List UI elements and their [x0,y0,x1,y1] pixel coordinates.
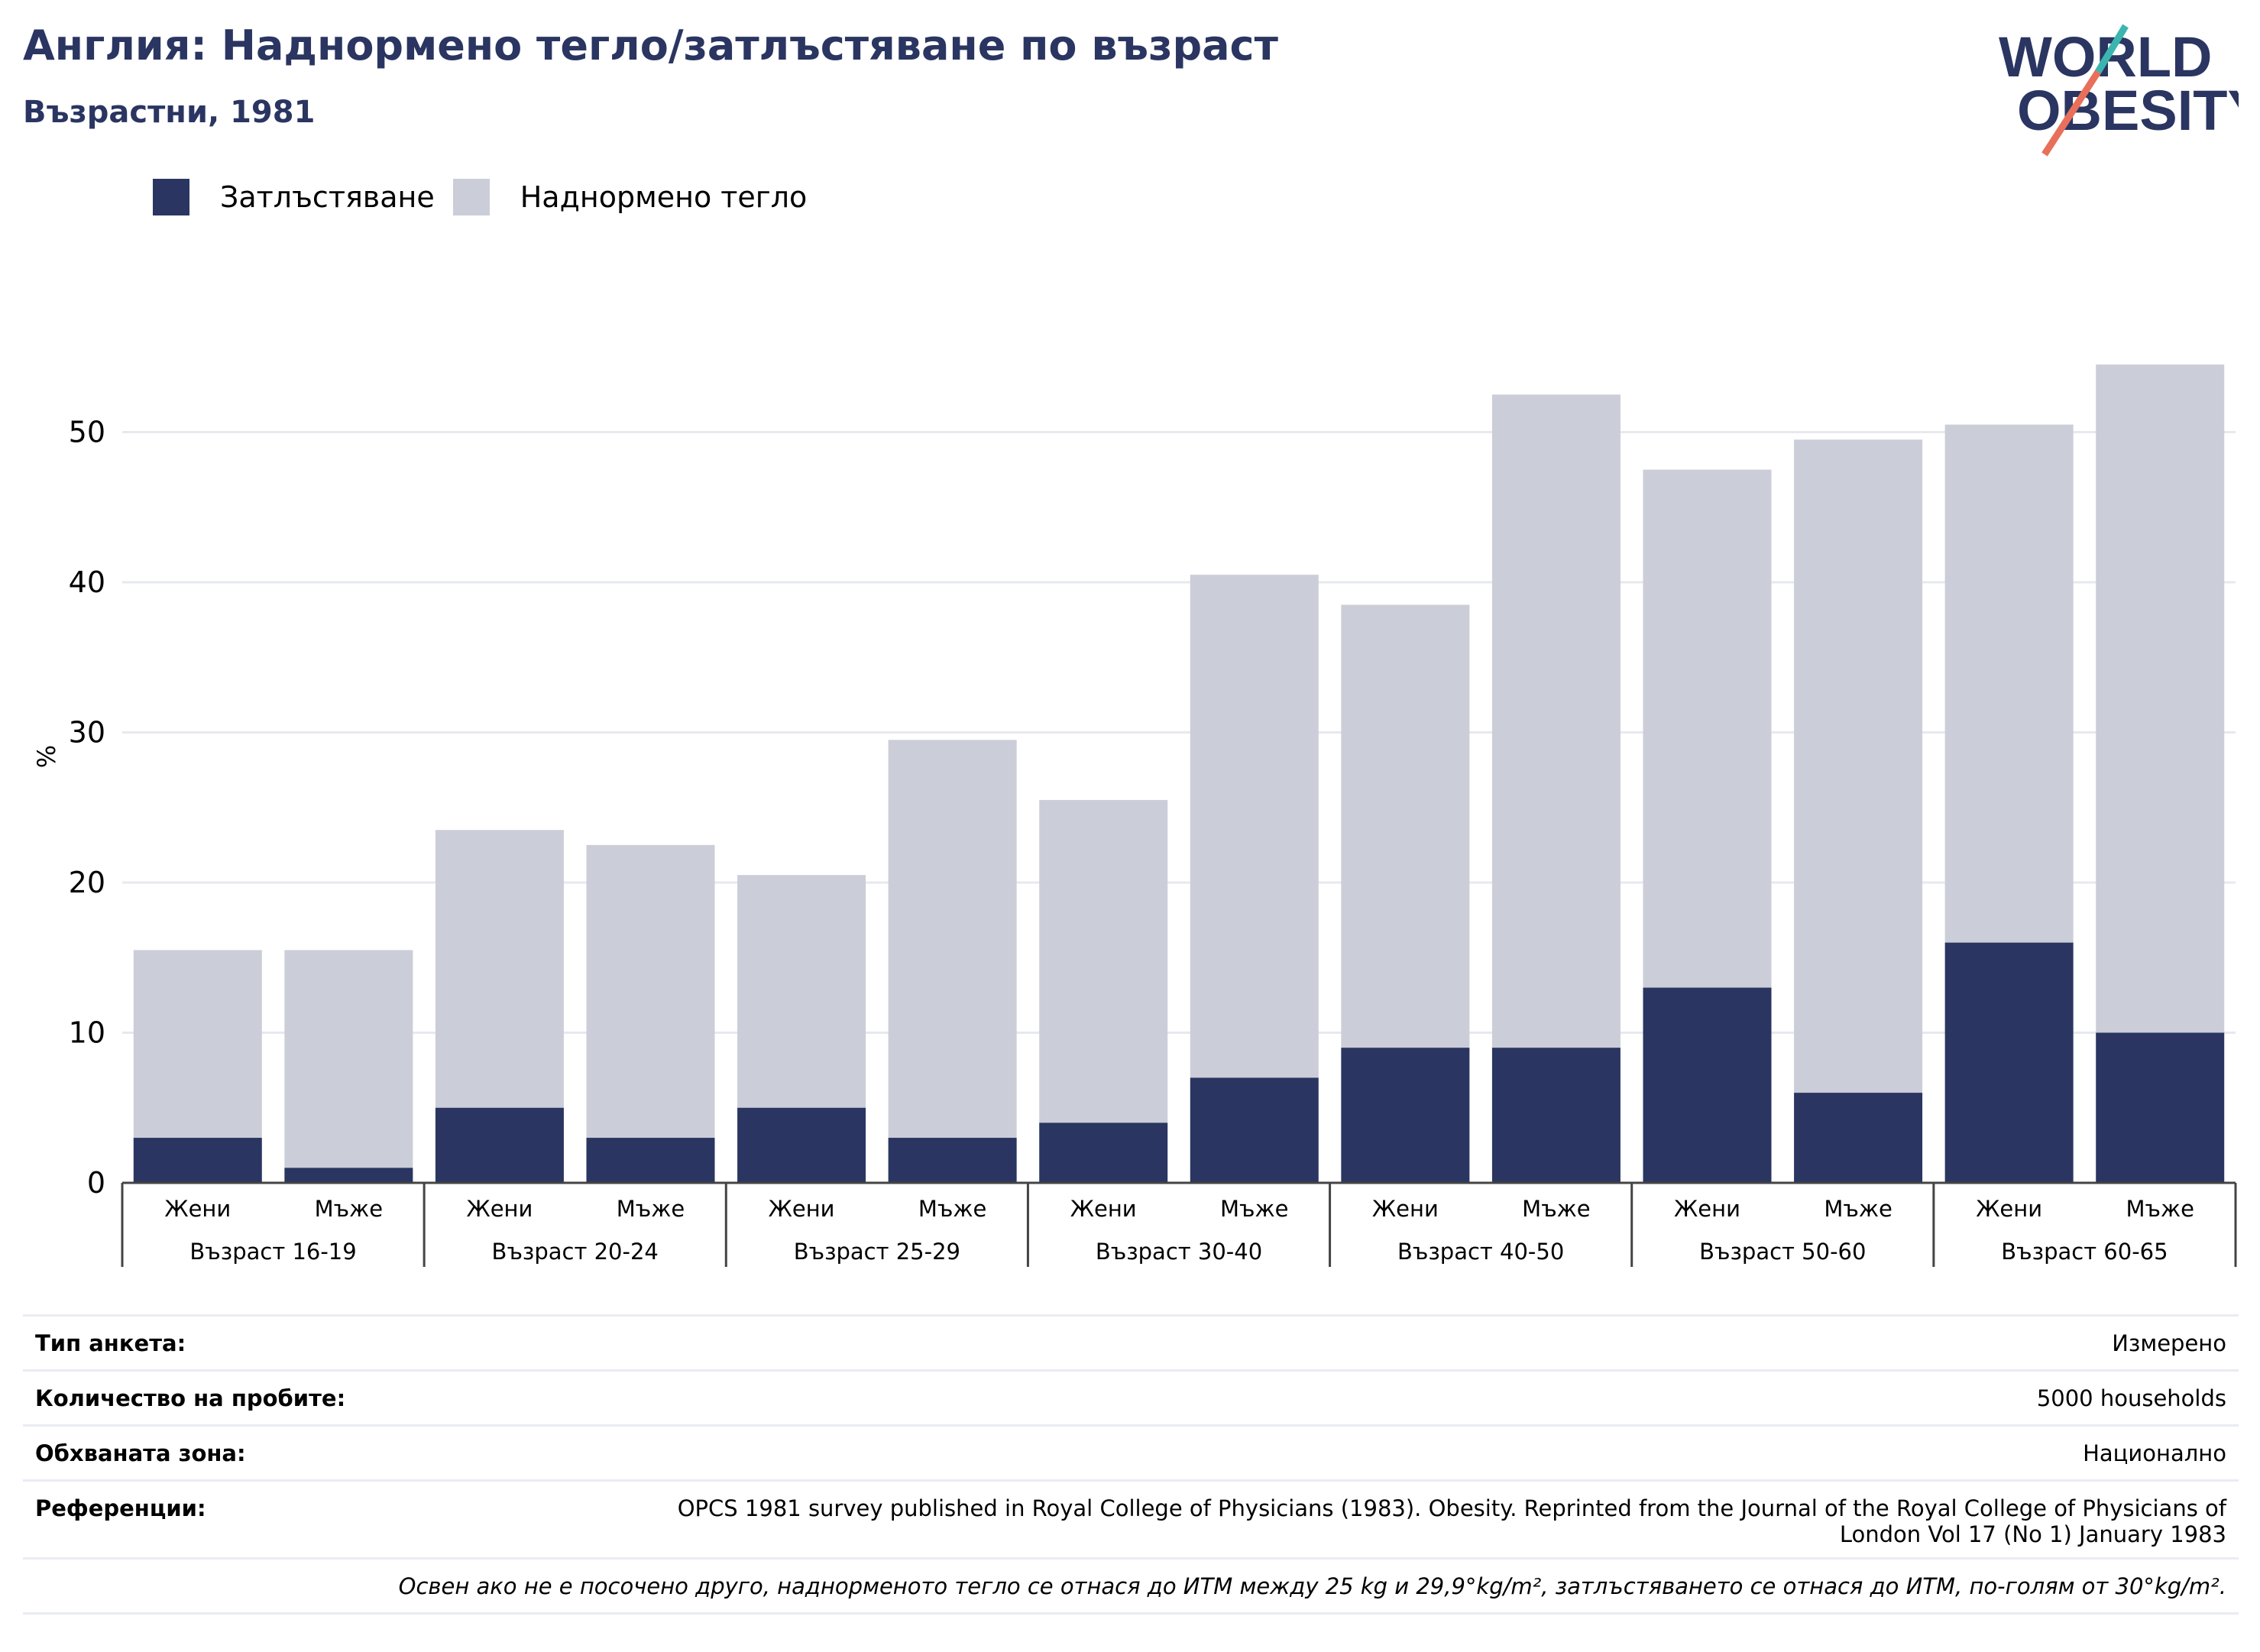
x-group-label: Възраст 60-65 [2001,1239,2168,1265]
y-tick-label: 50 [69,416,105,449]
legend-label-overweight: Наднормено тегло [520,180,808,214]
y-tick-label: 10 [69,1016,105,1050]
bar-overweight [737,875,866,1108]
bar-obesity [284,1168,413,1183]
y-tick-label: 20 [69,866,105,899]
bar-obesity [1643,987,1772,1183]
meta-value: OPCS 1981 survey published in Royal Coll… [678,1495,2226,1547]
x-tick-label: Жени [1976,1196,2042,1222]
survey-metadata-table: Тип анкета: Измерено Количество на проби… [23,1314,2239,1615]
logo-slash-top [2095,24,2129,74]
page-subtitle: Възрастни, 1981 [23,95,316,130]
x-group-label: Възраст 30-40 [1096,1239,1262,1265]
legend-swatch-overweight [452,179,490,215]
bar-obesity [1341,1048,1470,1183]
bar-obesity [435,1107,564,1183]
x-tick-label: Жени [769,1196,835,1222]
meta-table-end [23,1612,2239,1615]
meta-row-references: Референции: OPCS 1981 survey published i… [23,1479,2239,1557]
meta-row-coverage: Обхваната зона: Национално [23,1424,2239,1479]
x-group-label: Възраст 16-19 [189,1239,356,1265]
x-tick-label: Мъже [315,1196,383,1222]
x-tick-label: Жени [1372,1196,1439,1222]
bar-overweight [1341,604,1470,1048]
legend-item-obesity[interactable]: Затлъстяване [153,179,435,215]
x-tick-label: Мъже [617,1196,685,1222]
x-group-label: Възраст 50-60 [1699,1239,1866,1265]
definition-note: Освен ако не е посочено друго, наднормен… [398,1573,2226,1599]
x-tick-label: Жени [164,1196,231,1222]
meta-value: Измерено [2112,1330,2226,1356]
bar-obesity [1491,1048,1621,1183]
bar-obesity [1944,942,2074,1183]
x-group-label: Възраст 20-24 [492,1239,659,1265]
world-obesity-logo: WORLD OBESITY [1999,24,2239,157]
meta-key: Обхваната зона: [35,1440,246,1466]
meta-row-note: Освен ако не е посочено друго, наднормен… [23,1557,2239,1612]
bar-overweight [2096,364,2225,1033]
y-tick-label: 30 [69,716,105,750]
meta-row-survey-type: Тип анкета: Измерено [23,1314,2239,1369]
bar-obesity [586,1138,715,1183]
bar-overweight [284,950,413,1168]
reference-line-1: OPCS 1981 survey published in Royal Coll… [677,1495,2226,1521]
bar-overweight [586,844,715,1139]
meta-value: Национално [2083,1440,2226,1466]
x-tick-label: Мъже [1522,1196,1590,1222]
logo-slash-bottom [2041,70,2101,157]
bar-overweight [1643,469,1772,988]
bar-overweight [888,740,1017,1139]
bar-obesity [888,1138,1017,1183]
page-title: Англия: Наднормено тегло/затлъстяване по… [23,21,1278,70]
bar-obesity [1039,1122,1168,1183]
x-tick-label: Жени [1070,1196,1137,1222]
meta-row-sample-size: Количество на пробите: 5000 households [23,1369,2239,1424]
bar-obesity [1190,1077,1319,1183]
logo-line-2: OBESITY [2017,79,2239,142]
meta-value: 5000 households [2036,1385,2226,1411]
reference-line-2: London Vol 17 (No 1) January 1983 [1839,1521,2226,1547]
legend-label-obesity: Затлъстяване [220,180,435,214]
meta-key: Референции: [35,1495,206,1521]
x-tick-label: Мъже [2126,1196,2194,1222]
bar-overweight [1491,394,1621,1048]
x-tick-label: Жени [466,1196,533,1222]
bar-overweight [1944,424,2074,943]
x-tick-label: Мъже [918,1196,986,1222]
bar-overweight [1190,575,1319,1078]
bar-obesity [1794,1093,1923,1183]
x-tick-label: Мъже [1220,1196,1288,1222]
meta-key: Тип анкета: [35,1330,186,1356]
bar-overweight [133,950,262,1139]
y-axis-label: % [32,745,61,768]
bar-overweight [435,830,564,1108]
bar-obesity [133,1138,262,1183]
x-tick-label: Жени [1674,1196,1740,1222]
legend-swatch-obesity [153,179,189,215]
meta-key: Количество на пробите: [35,1385,346,1411]
bar-overweight [1794,439,1923,1093]
bar-overweight [1039,799,1168,1123]
chart-legend: Затлъстяване Наднормено тегло [153,174,825,220]
x-tick-label: Мъже [1824,1196,1892,1222]
stacked-bar-chart: 0 10 20 30 40 50% Жени Мъже Жени Мъже Жени Мъже Жени… [32,364,2237,1267]
y-tick-label: 0 [87,1166,105,1200]
x-group-label: Възраст 25-29 [794,1239,960,1265]
x-group-label: Възраст 40-50 [1397,1239,1564,1265]
legend-item-overweight[interactable]: Наднормено тегло [452,179,808,215]
y-tick-label: 40 [69,565,105,599]
bar-obesity [737,1107,866,1183]
bar-obesity [2096,1032,2225,1183]
